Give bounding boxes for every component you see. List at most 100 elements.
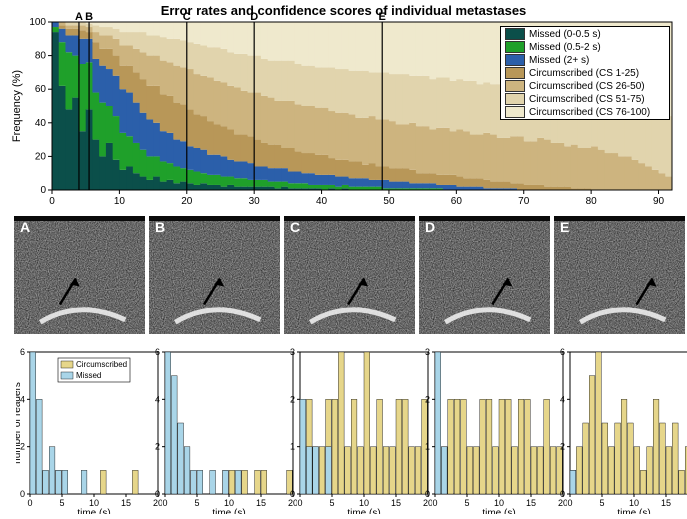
legend-item: Missed (2+ s) <box>505 54 665 66</box>
svg-text:Missed: Missed <box>76 371 101 380</box>
svg-text:20: 20 <box>181 196 193 207</box>
svg-text:10: 10 <box>494 498 504 508</box>
svg-text:time (s): time (s) <box>212 508 245 514</box>
svg-text:0: 0 <box>40 185 46 196</box>
histogram-panel: 024605101520time (s) <box>556 348 687 514</box>
svg-text:60: 60 <box>35 84 47 95</box>
svg-text:90: 90 <box>653 196 665 207</box>
legend-item: Circumscribed (CS 51-75) <box>505 93 665 105</box>
svg-text:2: 2 <box>560 442 565 452</box>
svg-text:time (s): time (s) <box>617 508 650 514</box>
legend-label: Circumscribed (CS 76-100) <box>529 107 650 118</box>
svg-text:10: 10 <box>359 498 369 508</box>
svg-text:0: 0 <box>297 498 302 508</box>
svg-text:20: 20 <box>35 151 47 162</box>
legend-swatch <box>505 54 525 66</box>
figure-root: { "title": {"text":"Error rates and conf… <box>0 0 687 519</box>
svg-text:0: 0 <box>155 489 160 499</box>
svg-text:5: 5 <box>59 498 64 508</box>
svg-text:0: 0 <box>162 498 167 508</box>
legend-item: Circumscribed (CS 1-25) <box>505 67 665 79</box>
svg-text:D: D <box>250 11 258 23</box>
legend-swatch <box>505 93 525 105</box>
svg-text:100: 100 <box>29 17 46 28</box>
svg-text:2: 2 <box>155 442 160 452</box>
svg-text:0: 0 <box>560 489 565 499</box>
svg-text:number of readers: number of readers <box>16 382 23 464</box>
svg-text:0: 0 <box>432 498 437 508</box>
histogram-panel: 024605101520time (s)number of readersCir… <box>16 348 162 514</box>
svg-text:6: 6 <box>20 348 25 357</box>
legend-label: Circumscribed (CS 26-50) <box>529 81 645 92</box>
legend-item: Missed (0-0.5 s) <box>505 28 665 40</box>
svg-text:3: 3 <box>290 348 295 357</box>
svg-text:D: D <box>425 219 435 235</box>
svg-text:A: A <box>75 11 83 23</box>
svg-text:1: 1 <box>425 442 430 452</box>
legend-swatch <box>505 80 525 92</box>
legend-item: Circumscribed (CS 76-100) <box>505 106 665 118</box>
svg-text:E: E <box>379 11 386 23</box>
top-legend: Missed (0-0.5 s) Missed (0.5-2 s) Missed (… <box>500 26 670 120</box>
svg-text:6: 6 <box>560 348 565 357</box>
svg-text:0: 0 <box>27 498 32 508</box>
svg-text:6: 6 <box>155 348 160 357</box>
ct-panel-a: A <box>14 216 145 334</box>
svg-text:0: 0 <box>49 196 55 207</box>
svg-text:A: A <box>20 219 30 235</box>
svg-text:15: 15 <box>391 498 401 508</box>
legend-item: Circumscribed (CS 26-50) <box>505 80 665 92</box>
svg-text:15: 15 <box>526 498 536 508</box>
svg-text:C: C <box>183 11 191 23</box>
svg-text:0: 0 <box>425 489 430 499</box>
svg-text:40: 40 <box>35 118 47 129</box>
legend-label: Missed (0.5-2 s) <box>529 42 601 53</box>
svg-text:4: 4 <box>155 394 160 404</box>
svg-text:80: 80 <box>586 196 598 207</box>
svg-text:time (s): time (s) <box>347 508 380 514</box>
svg-text:4: 4 <box>560 394 565 404</box>
svg-text:2: 2 <box>290 394 295 404</box>
svg-text:10: 10 <box>224 498 234 508</box>
svg-text:10: 10 <box>629 498 639 508</box>
svg-text:1: 1 <box>290 442 295 452</box>
ct-panel-e: E <box>554 216 685 334</box>
svg-text:0: 0 <box>20 489 25 499</box>
svg-text:50: 50 <box>383 196 395 207</box>
svg-text:10: 10 <box>114 196 126 207</box>
histogram-panel: 012305101520time (s) <box>286 348 432 514</box>
svg-text:30: 30 <box>249 196 261 207</box>
legend-swatch <box>505 28 525 40</box>
svg-text:2: 2 <box>425 394 430 404</box>
histogram-panel: 012305101520time (s) <box>421 348 567 514</box>
svg-text:3: 3 <box>425 348 430 357</box>
legend-label: Circumscribed (CS 51-75) <box>529 94 645 105</box>
legend-label: Missed (2+ s) <box>529 55 589 66</box>
svg-text:B: B <box>85 11 93 23</box>
svg-text:Circumscribed: Circumscribed <box>76 360 127 369</box>
svg-text:5: 5 <box>599 498 604 508</box>
svg-text:15: 15 <box>256 498 266 508</box>
svg-text:70: 70 <box>518 196 530 207</box>
svg-text:5: 5 <box>329 498 334 508</box>
svg-text:10: 10 <box>89 498 99 508</box>
legend-item: Missed (0.5-2 s) <box>505 41 665 53</box>
legend-swatch <box>505 41 525 53</box>
svg-text:15: 15 <box>121 498 131 508</box>
svg-text:B: B <box>155 219 165 235</box>
svg-text:5: 5 <box>194 498 199 508</box>
svg-text:C: C <box>290 219 300 235</box>
legend-label: Circumscribed (CS 1-25) <box>529 68 639 79</box>
svg-text:40: 40 <box>316 196 328 207</box>
svg-text:80: 80 <box>35 51 47 62</box>
svg-text:5: 5 <box>464 498 469 508</box>
legend-label: Missed (0-0.5 s) <box>529 29 601 40</box>
ct-panel-d: D <box>419 216 550 334</box>
legend-swatch <box>505 106 525 118</box>
svg-text:0: 0 <box>567 498 572 508</box>
svg-text:time (s): time (s) <box>482 508 515 514</box>
svg-text:time (s): time (s) <box>77 508 110 514</box>
legend-swatch <box>505 67 525 79</box>
svg-text:15: 15 <box>661 498 671 508</box>
svg-text:E: E <box>560 219 569 235</box>
